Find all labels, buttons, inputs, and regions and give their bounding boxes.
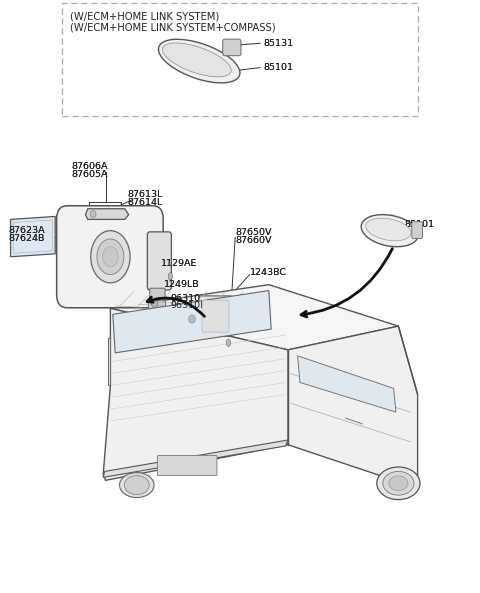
Text: 87605A: 87605A — [71, 170, 108, 179]
Text: 96310H: 96310H — [170, 301, 207, 311]
Polygon shape — [13, 220, 52, 253]
Ellipse shape — [389, 476, 408, 491]
Ellipse shape — [168, 273, 172, 280]
Text: 87623A: 87623A — [9, 226, 45, 235]
Text: (W/ECM+HOME LINK SYSTEM+COMPASS): (W/ECM+HOME LINK SYSTEM+COMPASS) — [70, 23, 276, 33]
Polygon shape — [201, 334, 221, 362]
Text: 1249LB: 1249LB — [164, 279, 200, 289]
Text: 87613L: 87613L — [127, 190, 163, 199]
FancyBboxPatch shape — [147, 232, 171, 290]
Text: 87650V: 87650V — [235, 228, 272, 237]
Text: (W/ECM+HOME LINK SYSTEM): (W/ECM+HOME LINK SYSTEM) — [70, 11, 219, 21]
Ellipse shape — [226, 339, 230, 346]
Polygon shape — [11, 216, 55, 257]
Polygon shape — [110, 285, 398, 350]
Bar — [62, 3, 418, 116]
Polygon shape — [85, 209, 129, 219]
Text: 87606A: 87606A — [71, 162, 108, 171]
Ellipse shape — [152, 300, 157, 307]
Ellipse shape — [103, 247, 118, 267]
Text: 96310H: 96310H — [170, 301, 207, 311]
Text: 1243BC: 1243BC — [250, 267, 287, 277]
Ellipse shape — [186, 312, 198, 326]
Ellipse shape — [361, 215, 419, 247]
Polygon shape — [108, 338, 110, 385]
Ellipse shape — [158, 39, 240, 83]
Text: 87605A: 87605A — [71, 170, 108, 179]
FancyBboxPatch shape — [148, 301, 166, 317]
Text: 87660V: 87660V — [235, 235, 272, 245]
Ellipse shape — [91, 231, 130, 283]
Text: 85131: 85131 — [263, 39, 293, 48]
FancyBboxPatch shape — [157, 455, 217, 476]
Text: 85101: 85101 — [263, 63, 293, 72]
FancyBboxPatch shape — [57, 206, 163, 308]
Text: 85101: 85101 — [404, 220, 434, 229]
Text: 87650V: 87650V — [235, 228, 272, 237]
FancyBboxPatch shape — [150, 288, 165, 300]
FancyBboxPatch shape — [202, 300, 229, 332]
Ellipse shape — [366, 218, 411, 241]
Text: 85101: 85101 — [404, 220, 434, 229]
Ellipse shape — [377, 467, 420, 499]
Text: 87606A: 87606A — [71, 162, 108, 171]
Text: 1129AE: 1129AE — [161, 259, 197, 269]
Text: 1249LB: 1249LB — [164, 279, 200, 289]
Polygon shape — [113, 291, 271, 353]
Ellipse shape — [383, 471, 414, 495]
Ellipse shape — [90, 211, 96, 218]
Text: 1129AE: 1129AE — [161, 259, 197, 269]
Text: 87624B: 87624B — [9, 234, 45, 243]
Text: 96310: 96310 — [170, 294, 200, 303]
Text: 85131: 85131 — [263, 39, 293, 48]
Polygon shape — [103, 440, 288, 477]
Text: 87613L: 87613L — [127, 190, 163, 199]
FancyBboxPatch shape — [199, 296, 232, 336]
Ellipse shape — [124, 476, 149, 495]
Text: 87624B: 87624B — [9, 234, 45, 243]
Text: 87614L: 87614L — [127, 197, 162, 207]
Text: 1243BC: 1243BC — [250, 267, 287, 277]
FancyBboxPatch shape — [223, 39, 241, 56]
Ellipse shape — [162, 43, 231, 77]
Text: 87614L: 87614L — [127, 197, 162, 207]
Text: 87660V: 87660V — [235, 235, 272, 245]
Polygon shape — [103, 308, 288, 480]
Polygon shape — [288, 326, 418, 483]
Ellipse shape — [189, 315, 195, 323]
Text: 87623A: 87623A — [9, 226, 45, 235]
Ellipse shape — [120, 473, 154, 498]
Text: 85101: 85101 — [263, 63, 293, 72]
FancyBboxPatch shape — [412, 222, 422, 238]
Polygon shape — [298, 356, 396, 412]
Text: 96310: 96310 — [170, 294, 200, 303]
Ellipse shape — [97, 239, 124, 275]
